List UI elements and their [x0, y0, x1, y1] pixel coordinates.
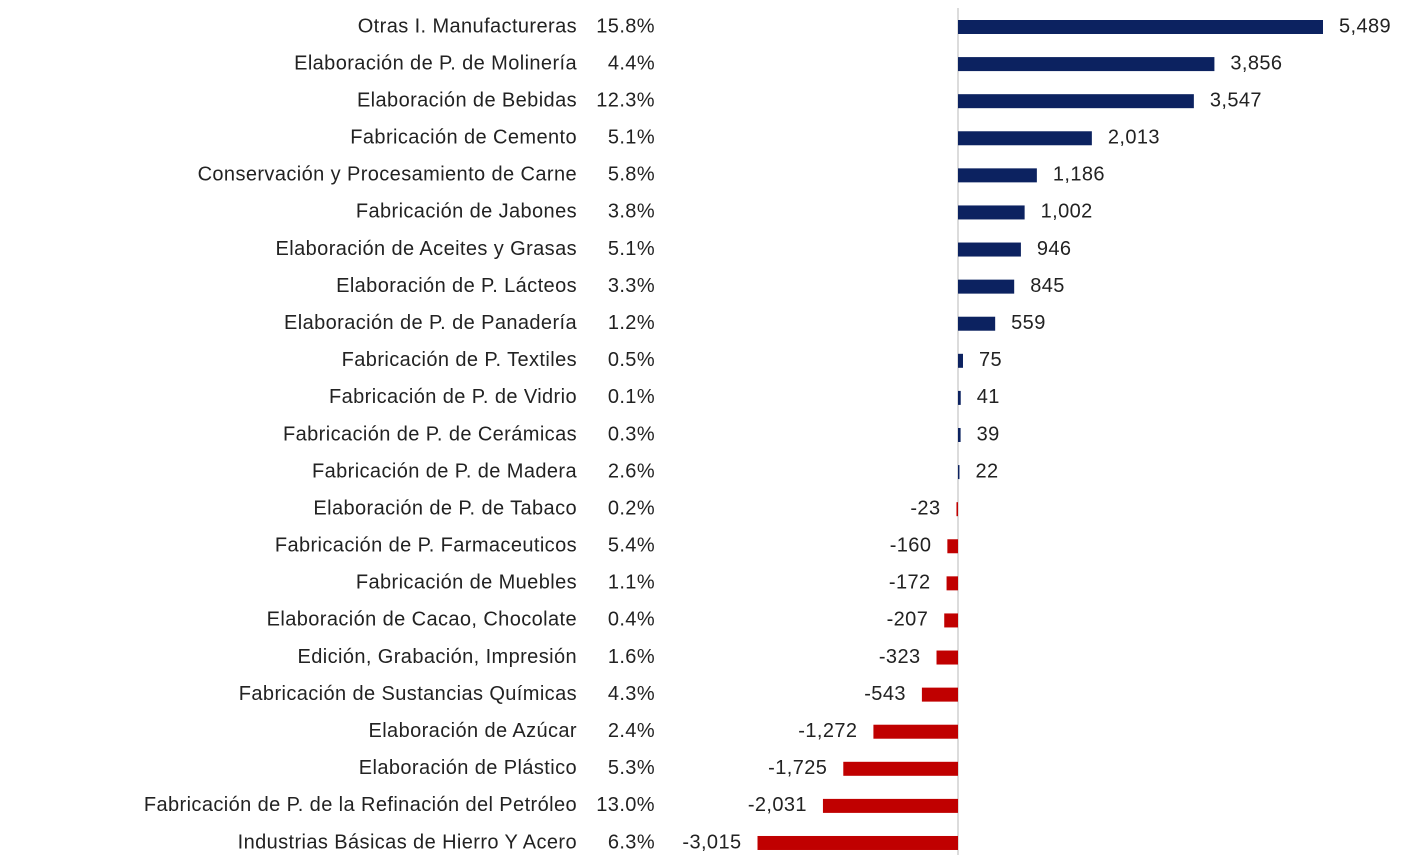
category-label: Fabricación de P. de Cerámicas	[283, 423, 577, 445]
share-label: 0.5%	[608, 349, 655, 371]
bar	[958, 57, 1215, 72]
value-label: -2,031	[748, 794, 807, 816]
share-label: 2.4%	[608, 720, 655, 742]
value-label: -172	[889, 572, 931, 594]
category-label: Elaboración de Plástico	[359, 757, 577, 779]
share-label: 1.2%	[608, 312, 655, 334]
category-label: Elaboración de Cacao, Chocolate	[267, 609, 577, 631]
value-label: -1,272	[798, 720, 857, 742]
bar	[843, 761, 958, 776]
share-label: 15.8%	[596, 15, 655, 37]
bar	[822, 798, 958, 813]
category-label: Fabricación de P. de Madera	[312, 460, 578, 482]
value-label: 946	[1037, 238, 1072, 260]
bar	[958, 168, 1037, 183]
category-label: Elaboración de Aceites y Grasas	[276, 238, 577, 260]
bar	[958, 353, 963, 368]
category-label: Elaboración de P. Lácteos	[336, 275, 577, 297]
category-label: Otras I. Manufactureras	[358, 15, 577, 37]
category-label: Industrias Básicas de Hierro Y Acero	[238, 831, 577, 853]
share-label: 5.1%	[608, 127, 655, 149]
category-label: Elaboración de Bebidas	[357, 89, 577, 111]
category-label: Fabricación de P. de Vidrio	[329, 386, 577, 408]
share-label: 13.0%	[596, 794, 655, 816]
category-label: Elaboración de P. de Tabaco	[313, 497, 577, 519]
bar	[958, 131, 1092, 146]
value-label: -207	[887, 609, 929, 631]
value-label: 2,013	[1108, 127, 1160, 149]
category-label: Fabricación de Sustancias Químicas	[239, 683, 577, 705]
bar	[958, 390, 961, 405]
share-label: 0.4%	[608, 609, 655, 631]
category-label: Fabricación de P. Farmaceuticos	[275, 535, 577, 557]
bar	[958, 205, 1025, 220]
category-label: Fabricación de P. de la Refinación del P…	[144, 794, 577, 816]
value-label: -3,015	[682, 831, 741, 853]
category-label: Elaboración de P. de Molinería	[294, 52, 577, 74]
value-label: 3,856	[1230, 52, 1282, 74]
share-label: 0.3%	[608, 423, 655, 445]
value-label: 845	[1030, 275, 1065, 297]
value-label: -323	[879, 646, 921, 668]
share-label: 4.4%	[608, 52, 655, 74]
value-label: 1,186	[1053, 164, 1105, 186]
value-label: 1,002	[1041, 201, 1093, 223]
bar	[958, 465, 960, 480]
bar	[873, 724, 958, 739]
share-label: 3.8%	[608, 201, 655, 223]
value-label: 559	[1011, 312, 1046, 334]
value-label: -160	[890, 535, 932, 557]
category-label: Fabricación de Cemento	[350, 127, 577, 149]
share-label: 6.3%	[608, 831, 655, 853]
share-label: 5.1%	[608, 238, 655, 260]
share-label: 12.3%	[596, 89, 655, 111]
value-label: -1,725	[768, 757, 827, 779]
bar	[921, 687, 958, 702]
share-label: 1.6%	[608, 646, 655, 668]
share-label: 5.8%	[608, 164, 655, 186]
category-label: Elaboración de P. de Panadería	[284, 312, 577, 334]
category-label: Fabricación de Muebles	[356, 572, 577, 594]
category-label: Elaboración de Azúcar	[368, 720, 577, 742]
value-label: 39	[977, 423, 1000, 445]
share-label: 4.3%	[608, 683, 655, 705]
category-label: Conservación y Procesamiento de Carne	[198, 164, 577, 186]
share-label: 1.1%	[608, 572, 655, 594]
share-label: 0.1%	[608, 386, 655, 408]
bar	[956, 502, 958, 517]
value-label: 75	[979, 349, 1002, 371]
bar	[757, 835, 958, 850]
bar	[944, 613, 958, 628]
bar	[936, 650, 958, 665]
share-label: 5.3%	[608, 757, 655, 779]
bar	[958, 94, 1194, 109]
share-label: 3.3%	[608, 275, 655, 297]
share-label: 0.2%	[608, 497, 655, 519]
value-label: -543	[864, 683, 906, 705]
value-label: 3,547	[1210, 89, 1262, 111]
category-label: Fabricación de P. Textiles	[342, 349, 577, 371]
bar	[946, 576, 958, 591]
bar	[947, 539, 958, 554]
bar	[958, 427, 961, 442]
share-label: 2.6%	[608, 460, 655, 482]
value-label: -23	[910, 497, 940, 519]
value-label: 41	[977, 386, 1000, 408]
value-label: 22	[975, 460, 998, 482]
bar	[958, 316, 996, 331]
bar	[958, 20, 1323, 34]
share-label: 5.4%	[608, 535, 655, 557]
category-label: Edición, Grabación, Impresión	[297, 646, 577, 668]
category-label: Fabricación de Jabones	[356, 201, 577, 223]
value-label: 5,489	[1339, 15, 1391, 37]
bar	[958, 279, 1015, 294]
bar	[958, 242, 1021, 257]
